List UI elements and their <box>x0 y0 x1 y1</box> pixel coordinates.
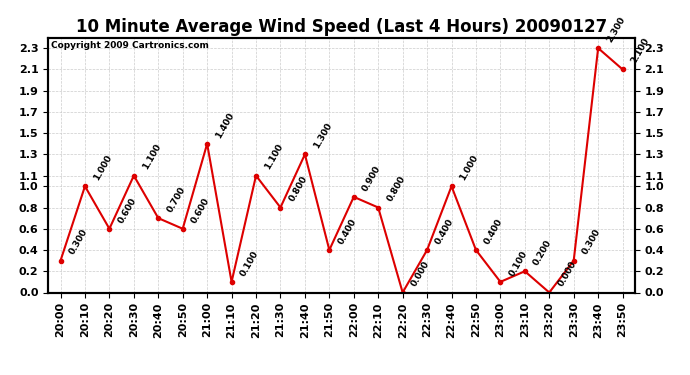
Text: 1.100: 1.100 <box>263 142 285 171</box>
Text: 0.900: 0.900 <box>361 164 382 193</box>
Text: 0.400: 0.400 <box>483 217 505 246</box>
Text: 0.800: 0.800 <box>385 175 407 203</box>
Title: 10 Minute Average Wind Speed (Last 4 Hours) 20090127: 10 Minute Average Wind Speed (Last 4 Hou… <box>76 18 607 36</box>
Text: 0.300: 0.300 <box>68 228 89 256</box>
Text: 2.100: 2.100 <box>629 36 651 65</box>
Text: 0.100: 0.100 <box>507 249 529 278</box>
Text: 1.400: 1.400 <box>214 111 236 140</box>
Text: Copyright 2009 Cartronics.com: Copyright 2009 Cartronics.com <box>51 41 209 50</box>
Text: 0.400: 0.400 <box>336 217 358 246</box>
Text: 0.800: 0.800 <box>288 175 309 203</box>
Text: 1.000: 1.000 <box>92 153 114 182</box>
Text: 0.600: 0.600 <box>117 196 138 225</box>
Text: 1.000: 1.000 <box>458 153 480 182</box>
Text: 0.000: 0.000 <box>410 260 431 288</box>
Text: 0.200: 0.200 <box>532 238 553 267</box>
Text: 1.300: 1.300 <box>312 122 334 150</box>
Text: 0.300: 0.300 <box>581 228 602 256</box>
Text: 2.300: 2.300 <box>605 15 627 44</box>
Text: 0.100: 0.100 <box>239 249 260 278</box>
Text: 0.600: 0.600 <box>190 196 211 225</box>
Text: 0.000: 0.000 <box>556 260 578 288</box>
Text: 0.400: 0.400 <box>434 217 456 246</box>
Text: 0.700: 0.700 <box>165 185 187 214</box>
Text: 1.100: 1.100 <box>141 142 163 171</box>
